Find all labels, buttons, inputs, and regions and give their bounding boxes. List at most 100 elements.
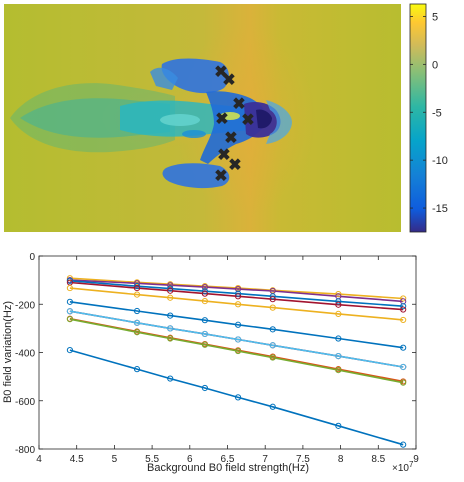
data-point bbox=[201, 290, 208, 297]
data-point bbox=[234, 301, 242, 308]
data-point bbox=[133, 366, 141, 373]
series-line bbox=[69, 279, 404, 303]
data-point bbox=[234, 285, 242, 293]
x-tick-label: 7.5 bbox=[296, 454, 310, 465]
data-point bbox=[234, 293, 242, 300]
marker-cross: ✖ bbox=[228, 157, 241, 174]
data-point bbox=[335, 367, 342, 374]
data-point bbox=[167, 312, 174, 319]
data-point bbox=[400, 344, 407, 351]
field-map-panel: ✖✖✖✖✖✖✖✖✖ 50-5-10-15 ×10-6 bbox=[4, 3, 448, 233]
line-plot-panel: 4 4.5 5 5.5 6 6.5 7 7.5 8 8.5 9 -800-600-400-2000 … bbox=[2, 252, 419, 474]
series-line bbox=[69, 349, 404, 446]
x-axis-label: Background B0 field strength(Hz) bbox=[147, 462, 309, 474]
x-axis-exponent: ×107 bbox=[392, 460, 414, 474]
data-point bbox=[400, 441, 407, 448]
x-axis-ticks: 4 4.5 5 5.5 6 6.5 7 7.5 8 8.5 9 bbox=[36, 256, 419, 465]
data-point bbox=[335, 291, 342, 298]
data-point bbox=[201, 330, 208, 338]
data-point bbox=[269, 354, 276, 361]
marker-cross: ✖ bbox=[214, 64, 227, 81]
data-point bbox=[133, 284, 141, 292]
data-point bbox=[167, 287, 174, 294]
series-layer bbox=[66, 275, 407, 448]
y-axis-label: B0 field variation(Hz) bbox=[2, 301, 14, 403]
data-point bbox=[269, 293, 276, 300]
data-point bbox=[133, 283, 141, 290]
data-point bbox=[201, 288, 208, 295]
data-point bbox=[335, 298, 342, 305]
data-point bbox=[335, 353, 342, 360]
x-tick-label: 6 bbox=[187, 454, 193, 465]
marker-cross: ✖ bbox=[232, 96, 245, 113]
data-point bbox=[201, 341, 208, 348]
x-tick-label: 6.5 bbox=[221, 454, 235, 465]
marker-cross: ✖ bbox=[224, 130, 237, 147]
y-tick-label: -600 bbox=[15, 397, 35, 408]
data-point bbox=[269, 326, 276, 333]
data-point bbox=[400, 303, 407, 310]
series-line bbox=[69, 280, 404, 307]
data-point bbox=[400, 363, 407, 371]
data-point bbox=[269, 296, 276, 303]
data-point bbox=[167, 294, 174, 301]
colorbar-tick-label: -15 bbox=[432, 203, 448, 215]
data-point bbox=[201, 384, 208, 392]
data-point bbox=[66, 346, 74, 354]
colorbar-tick-label: -10 bbox=[432, 155, 448, 167]
data-point bbox=[234, 321, 242, 328]
series-line bbox=[69, 277, 404, 300]
data-point bbox=[133, 291, 141, 298]
series-line bbox=[69, 318, 404, 384]
data-point bbox=[400, 379, 407, 386]
marker-cross: ✖ bbox=[215, 111, 228, 128]
marker-cross: ✖ bbox=[222, 72, 235, 89]
data-point bbox=[400, 295, 407, 302]
y-axis-ticks: -800 -600 -400 -200 0 bbox=[15, 252, 416, 456]
marker-layer: ✖✖✖✖ ✖✖✖✖✖ bbox=[214, 64, 254, 185]
x-tick-label: 4.5 bbox=[70, 454, 84, 465]
marker-cross: ✖ bbox=[217, 147, 230, 164]
data-point bbox=[201, 284, 208, 291]
colorbar-tick-label: 0 bbox=[432, 59, 438, 71]
data-point bbox=[66, 316, 74, 323]
series-line bbox=[69, 281, 404, 311]
x-tick-label: 9 bbox=[413, 454, 419, 465]
data-point bbox=[66, 275, 74, 282]
marker-cross: ✖ bbox=[214, 168, 227, 185]
colorbar bbox=[409, 3, 427, 233]
data-point bbox=[66, 308, 74, 315]
data-point bbox=[167, 375, 174, 382]
data-point bbox=[66, 298, 74, 305]
colorbar-ticks: 5 0 -5 -10 -15 bbox=[410, 11, 448, 215]
series-line bbox=[69, 310, 404, 368]
y-tick-label: -400 bbox=[15, 349, 35, 360]
data-point bbox=[269, 304, 276, 311]
data-point bbox=[234, 336, 242, 343]
x-tick-label: 5 bbox=[112, 454, 118, 465]
x-tick-label: 4 bbox=[36, 454, 42, 465]
data-point bbox=[335, 335, 342, 342]
colorbar-tick-label: -5 bbox=[432, 107, 442, 119]
data-point bbox=[400, 316, 407, 324]
x-tick-label: 8.5 bbox=[371, 454, 385, 465]
data-point bbox=[234, 394, 242, 401]
y-tick-label: 0 bbox=[29, 252, 35, 263]
data-point bbox=[234, 290, 242, 297]
data-point bbox=[167, 335, 174, 342]
data-point bbox=[201, 298, 208, 305]
data-point bbox=[335, 422, 342, 429]
marker-cross: ✖ bbox=[241, 112, 254, 129]
x-tick-label: 5.5 bbox=[145, 454, 159, 465]
data-point bbox=[335, 301, 342, 308]
data-point bbox=[133, 307, 141, 315]
data-point bbox=[133, 319, 141, 326]
colorbar-tick-label: 5 bbox=[432, 11, 438, 23]
data-point bbox=[335, 310, 342, 318]
data-point bbox=[66, 277, 74, 284]
x-tick-label: 8 bbox=[338, 454, 344, 465]
y-tick-label: -200 bbox=[15, 300, 35, 311]
data-point bbox=[167, 325, 174, 332]
data-point bbox=[269, 342, 276, 349]
data-point bbox=[234, 347, 242, 355]
